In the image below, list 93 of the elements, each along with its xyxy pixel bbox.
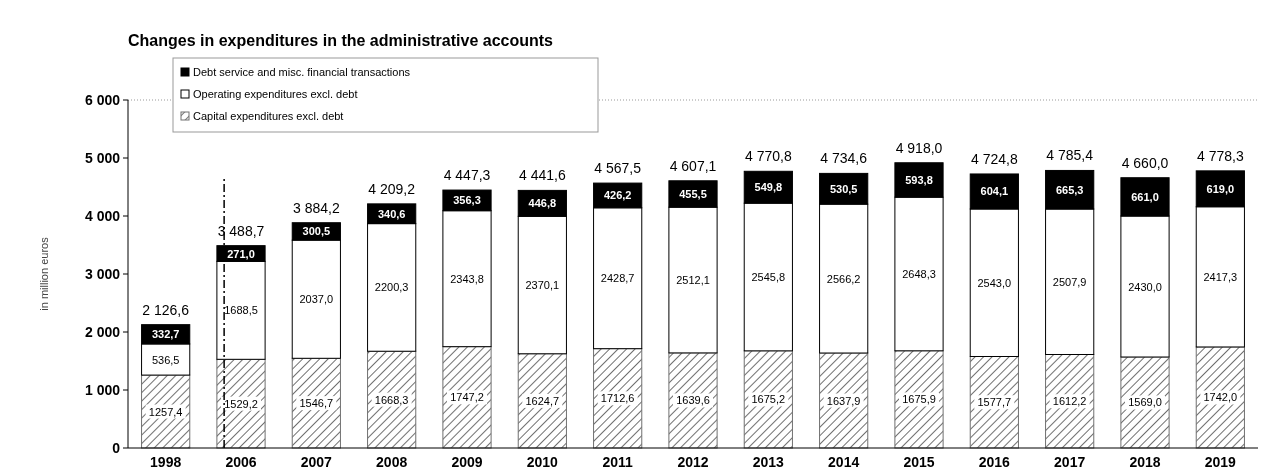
data-label: 2428,7 [600,272,635,285]
data-label: 426,2 [603,189,632,202]
total-label: 3 884,2 [292,199,340,216]
total-label: 4 209,2 [368,180,416,197]
total-label: 4 724,8 [970,150,1018,167]
y-tick-label: 6 000 [84,92,121,108]
y-tick-label: 1 000 [84,382,121,398]
total-label: 4 770,8 [744,148,792,165]
data-label: 593,8 [905,173,933,186]
data-label: 1637,9 [826,394,861,407]
total-label: 4 660,0 [1121,154,1169,171]
x-tick-label: 2013 [752,454,785,470]
x-tick-label: 2010 [526,454,559,470]
x-tick-label: 2007 [300,454,333,470]
x-tick-label: 2016 [978,454,1011,470]
data-label: 271,0 [227,247,255,260]
data-label: 2512,1 [676,274,710,287]
data-label: 530,5 [829,182,858,195]
data-label: 2648,3 [902,268,936,280]
data-label: 2370,1 [525,279,560,292]
total-label: 4 785,4 [1046,147,1094,164]
bar [593,348,643,449]
x-tick-label: 2019 [1204,454,1237,470]
data-label: 1257,4 [148,405,183,418]
y-tick-label: 5 000 [84,150,121,166]
x-tick-label: 1998 [150,454,182,470]
x-tick-label: 2006 [225,454,257,470]
y-tick-label: 0 [112,440,121,456]
data-label: 2545,8 [751,271,786,284]
data-label: 2200,3 [374,281,409,294]
bar [894,350,944,449]
data-label: 2037,0 [299,293,334,306]
data-label: 619,0 [1206,182,1235,195]
data-label: 549,8 [754,181,783,194]
data-label: 1688,5 [224,304,258,317]
y-tick-label: 2 000 [84,324,121,340]
x-tick-label: 2015 [903,454,935,470]
data-label: 446,8 [528,197,557,210]
y-tick-label: 3 000 [84,266,121,282]
data-label: 332,7 [151,328,180,341]
data-label: 1712,6 [600,392,635,405]
data-label: 1668,3 [374,393,409,406]
y-axis-title: in million euros [38,236,50,311]
x-tick-label: 2008 [376,454,408,470]
data-label: 340,6 [377,207,406,220]
data-label: 2343,8 [450,272,484,285]
bar [668,352,718,449]
data-label: 665,3 [1055,183,1084,196]
data-label: 1747,2 [450,391,484,404]
data-label: 1624,7 [525,394,560,407]
total-label: 4 567,5 [594,160,642,177]
total-label: 4 441,6 [518,167,566,184]
data-label: 2543,0 [977,276,1012,289]
data-label: 455,5 [679,187,707,200]
data-label: 536,5 [151,353,180,366]
legend-label: Debt service and misc. financial transactions [193,66,411,78]
data-label: 1742,0 [1203,391,1238,404]
data-label: 1675,2 [751,393,786,406]
total-label: 4 778,3 [1196,147,1244,164]
bar [743,350,793,449]
total-label: 2 126,6 [142,301,190,318]
data-label: 661,0 [1131,190,1159,203]
data-label: 1639,6 [676,394,710,407]
data-label: 1546,7 [299,397,334,410]
total-label: 4 918,0 [895,139,943,156]
legend-label: Operating expenditures excl. debt [193,88,358,100]
x-tick-label: 2017 [1054,454,1086,470]
data-label: 2507,9 [1052,275,1087,288]
x-tick-label: 2011 [602,454,634,470]
data-label: 1529,2 [224,397,258,410]
data-label: 2417,3 [1203,270,1238,283]
bar [1120,356,1170,449]
x-tick-label: 2009 [451,454,483,470]
bar [442,346,492,449]
data-label: 2430,0 [1128,280,1162,293]
data-label: 1675,9 [902,393,936,406]
chart-title: Changes in expenditures in the administrative accounts [128,32,554,49]
x-tick-label: 2018 [1129,454,1161,470]
total-label: 4 607,1 [669,157,717,174]
total-label: 3 488,7 [217,222,265,239]
data-label: 1569,0 [1128,396,1162,409]
total-label: 4 447,3 [443,167,491,184]
data-label: 1612,2 [1052,395,1087,408]
x-tick-label: 2012 [677,454,709,470]
total-label: 4 734,6 [820,150,868,167]
data-label: 356,3 [453,194,481,207]
data-label: 604,1 [980,185,1009,198]
data-label: 300,5 [302,225,331,238]
x-tick-label: 2014 [828,454,860,470]
data-label: 1577,7 [977,396,1012,409]
data-label: 2566,2 [826,272,861,285]
legend-label: Capital expenditures excl. debt [193,110,344,122]
y-tick-label: 4 000 [84,208,121,224]
